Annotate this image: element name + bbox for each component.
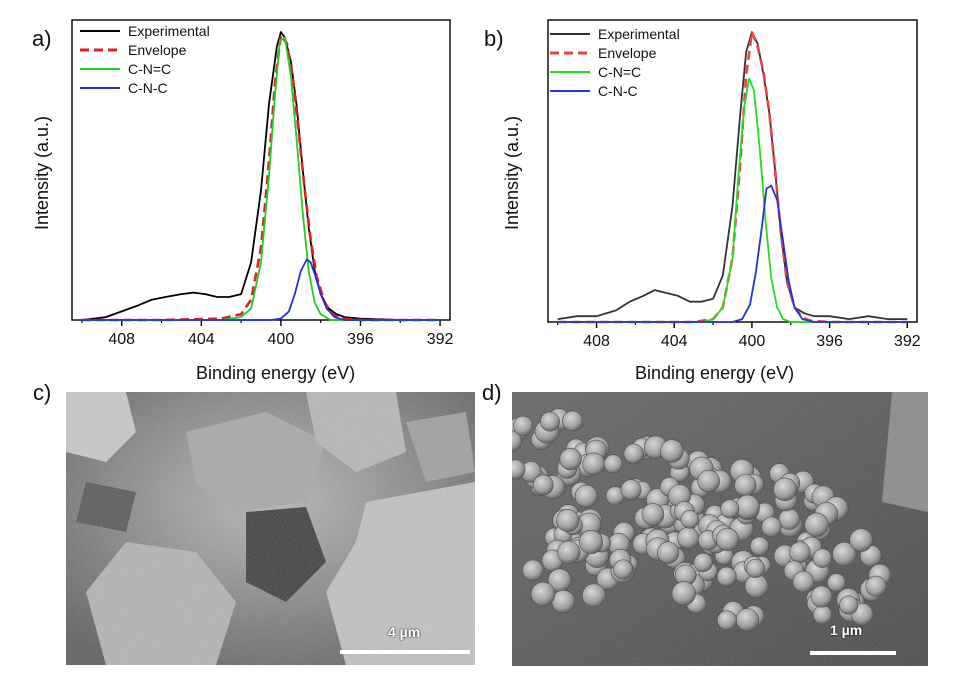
chart-panel-b: b) Intensity (a.u.) 408 404 400 396 392 Exper… [470,0,976,390]
x-tick-label-b: 400 [739,333,766,350]
x-axis-label-b: Binding energy (eV) [635,363,795,383]
legend-label-a: C-N=C [128,61,171,77]
series-line-envelope-a [81,33,441,322]
series-line-experimental-a [81,31,441,321]
series-line-experimental-b [557,31,908,321]
sem-image-c: 4 µm [66,392,475,665]
x-tick-label-b: 396 [816,333,843,350]
x-tick-label-a: 408 [108,331,135,348]
legend-label-a: Envelope [128,42,187,58]
legend-label-b: Envelope [598,45,657,61]
x-tick-label-a: 404 [188,331,215,348]
scale-label-d: 1 µm [830,622,863,638]
series-line-c-n-c-a [81,258,441,321]
x-tick-label-a: 392 [427,331,454,348]
panel-label-c: c) [33,380,52,405]
panel-label-a: a) [32,26,52,51]
series-line-c-n-c-b [557,77,908,323]
x-tick-label-b: 408 [583,333,610,350]
legend-label-b: C-N-C [598,83,638,99]
legend-label-b: Experimental [598,26,680,42]
legend-label-a: C-N-C [128,80,168,96]
plot-area-a: 408 404 400 396 392 Experimental Envelope C-N=C… [71,19,454,348]
series-line-c-n-c-b [557,184,908,323]
panel-label-b: b) [484,26,504,51]
series-line-c-n-c-a [81,36,441,321]
x-axis-label-a: Binding energy (eV) [196,363,356,383]
scale-label-c: 4 µm [388,624,421,640]
chart-panel-a: a) Intensity (a.u.) 408 404 400 396 392 Exper… [0,0,470,390]
x-tick-label-a: 400 [268,331,295,348]
x-tick-label-a: 396 [347,331,374,348]
sem-image-d: 1 µm [512,392,928,666]
scale-bar-d [810,651,896,655]
x-tick-label-b: 404 [661,333,688,350]
plot-area-b: 408 404 400 396 392 Experimental Envelope C-N=C… [547,19,921,350]
legend-label-b: C-N=C [598,64,641,80]
legend-label-a: Experimental [128,23,210,39]
panel-label-d: d) [482,380,502,405]
scale-bar-c [340,650,470,654]
x-tick-label-b: 392 [894,333,921,350]
